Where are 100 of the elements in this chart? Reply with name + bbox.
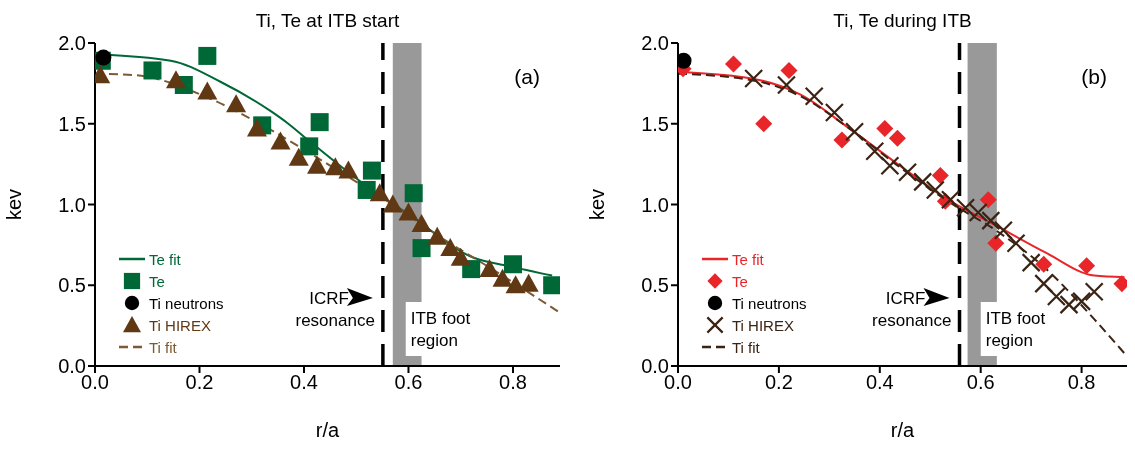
point: [362, 161, 381, 180]
legend-label: Ti HIREX: [732, 316, 794, 334]
point: [440, 238, 461, 257]
point: [310, 113, 329, 132]
point: [1084, 282, 1104, 302]
point: [955, 198, 976, 218]
x-tick-label: 0.4: [865, 371, 894, 394]
point: [404, 184, 423, 203]
legend-label: Te: [149, 272, 165, 290]
point: [427, 226, 448, 245]
point: [844, 122, 865, 142]
point: [678, 52, 692, 69]
point: [307, 155, 328, 174]
legend-label: Te: [732, 272, 748, 290]
point: [780, 61, 798, 79]
point: [357, 180, 376, 199]
point: [503, 255, 522, 274]
legend-label: Te fit: [149, 250, 181, 268]
y-tick-label: 0.5: [641, 274, 669, 297]
point: [880, 156, 900, 176]
x-tick-label: 0.8: [1067, 371, 1096, 394]
point: [198, 46, 217, 65]
chart-title: Ti, Te during ITB: [832, 10, 973, 32]
point: [226, 94, 247, 113]
point: [1021, 253, 1041, 273]
point: [246, 118, 267, 137]
point: [288, 147, 309, 166]
point: [940, 190, 961, 210]
point: [382, 194, 403, 213]
point: [931, 166, 949, 184]
point: [1034, 274, 1054, 294]
ref-line-label: ICRF resonance: [872, 289, 952, 330]
x-axis-title: r/a: [315, 419, 341, 441]
point: [369, 183, 390, 202]
point: [543, 276, 560, 295]
point: [411, 213, 432, 232]
ref-line-label: ICRF resonance: [295, 289, 375, 330]
point: [1035, 255, 1053, 273]
legend-label: Ti neutrons: [732, 294, 807, 312]
band-label: ITB foot region: [410, 309, 471, 350]
point: [398, 202, 419, 221]
point: [824, 102, 844, 123]
point: [744, 68, 764, 89]
point: [338, 160, 359, 179]
x-tick-label: 0.8: [499, 371, 527, 394]
point: [1078, 257, 1096, 275]
point: [776, 75, 797, 95]
point: [913, 172, 933, 192]
point: [897, 162, 918, 182]
point: [492, 268, 513, 287]
x-tick-label: 0.6: [966, 371, 995, 394]
point: [865, 141, 885, 161]
point: [979, 191, 997, 209]
point: [724, 55, 742, 73]
point: [755, 115, 773, 133]
legend-label: Ti neutrons: [149, 294, 224, 312]
point: [412, 239, 431, 258]
y-axis-title: kev: [3, 188, 26, 221]
band-label: ITB foot region: [985, 309, 1046, 350]
point: [925, 180, 945, 200]
point: [300, 137, 319, 156]
x-axis-title: r/a: [890, 419, 916, 441]
y-axis-title: kev: [586, 188, 609, 221]
y-tick-label: 2.0: [641, 32, 669, 55]
y-tick-label: 1.5: [58, 112, 86, 135]
y-tick-label: 1.5: [641, 112, 669, 135]
point: [197, 81, 218, 100]
point: [143, 61, 162, 80]
chart-title: Ti, Te at ITB start: [254, 10, 401, 32]
point: [165, 70, 186, 89]
point: [450, 247, 471, 266]
point: [981, 211, 1001, 231]
point: [876, 120, 894, 138]
point: [270, 131, 291, 150]
legend-label: Ti fit: [149, 338, 177, 356]
point: [95, 49, 112, 66]
point: [479, 259, 500, 278]
y-tick-label: 1.0: [641, 193, 669, 216]
x-tick-label: 0.4: [290, 371, 318, 394]
annotation: (a): [514, 65, 540, 89]
legend-label: Te fit: [732, 250, 764, 268]
annotation: (b): [1081, 65, 1107, 89]
point: [833, 131, 851, 149]
point: [1046, 286, 1066, 307]
y-tick-label: 0.5: [58, 274, 86, 297]
point: [987, 234, 1005, 252]
y-tick-label: 1.0: [58, 193, 86, 216]
point: [1072, 291, 1092, 311]
point: [518, 273, 539, 292]
point: [325, 157, 346, 176]
legend-label: Ti fit: [732, 338, 760, 356]
point: [804, 86, 824, 106]
x-tick-label: 0.2: [185, 371, 214, 394]
point: [993, 220, 1013, 240]
point: [968, 202, 988, 223]
x-tick-label: 0.2: [764, 371, 793, 394]
point: [1006, 233, 1026, 253]
legend-label: Ti HIREX: [149, 316, 211, 334]
point: [888, 129, 906, 147]
y-tick-label: 2.0: [58, 32, 86, 55]
